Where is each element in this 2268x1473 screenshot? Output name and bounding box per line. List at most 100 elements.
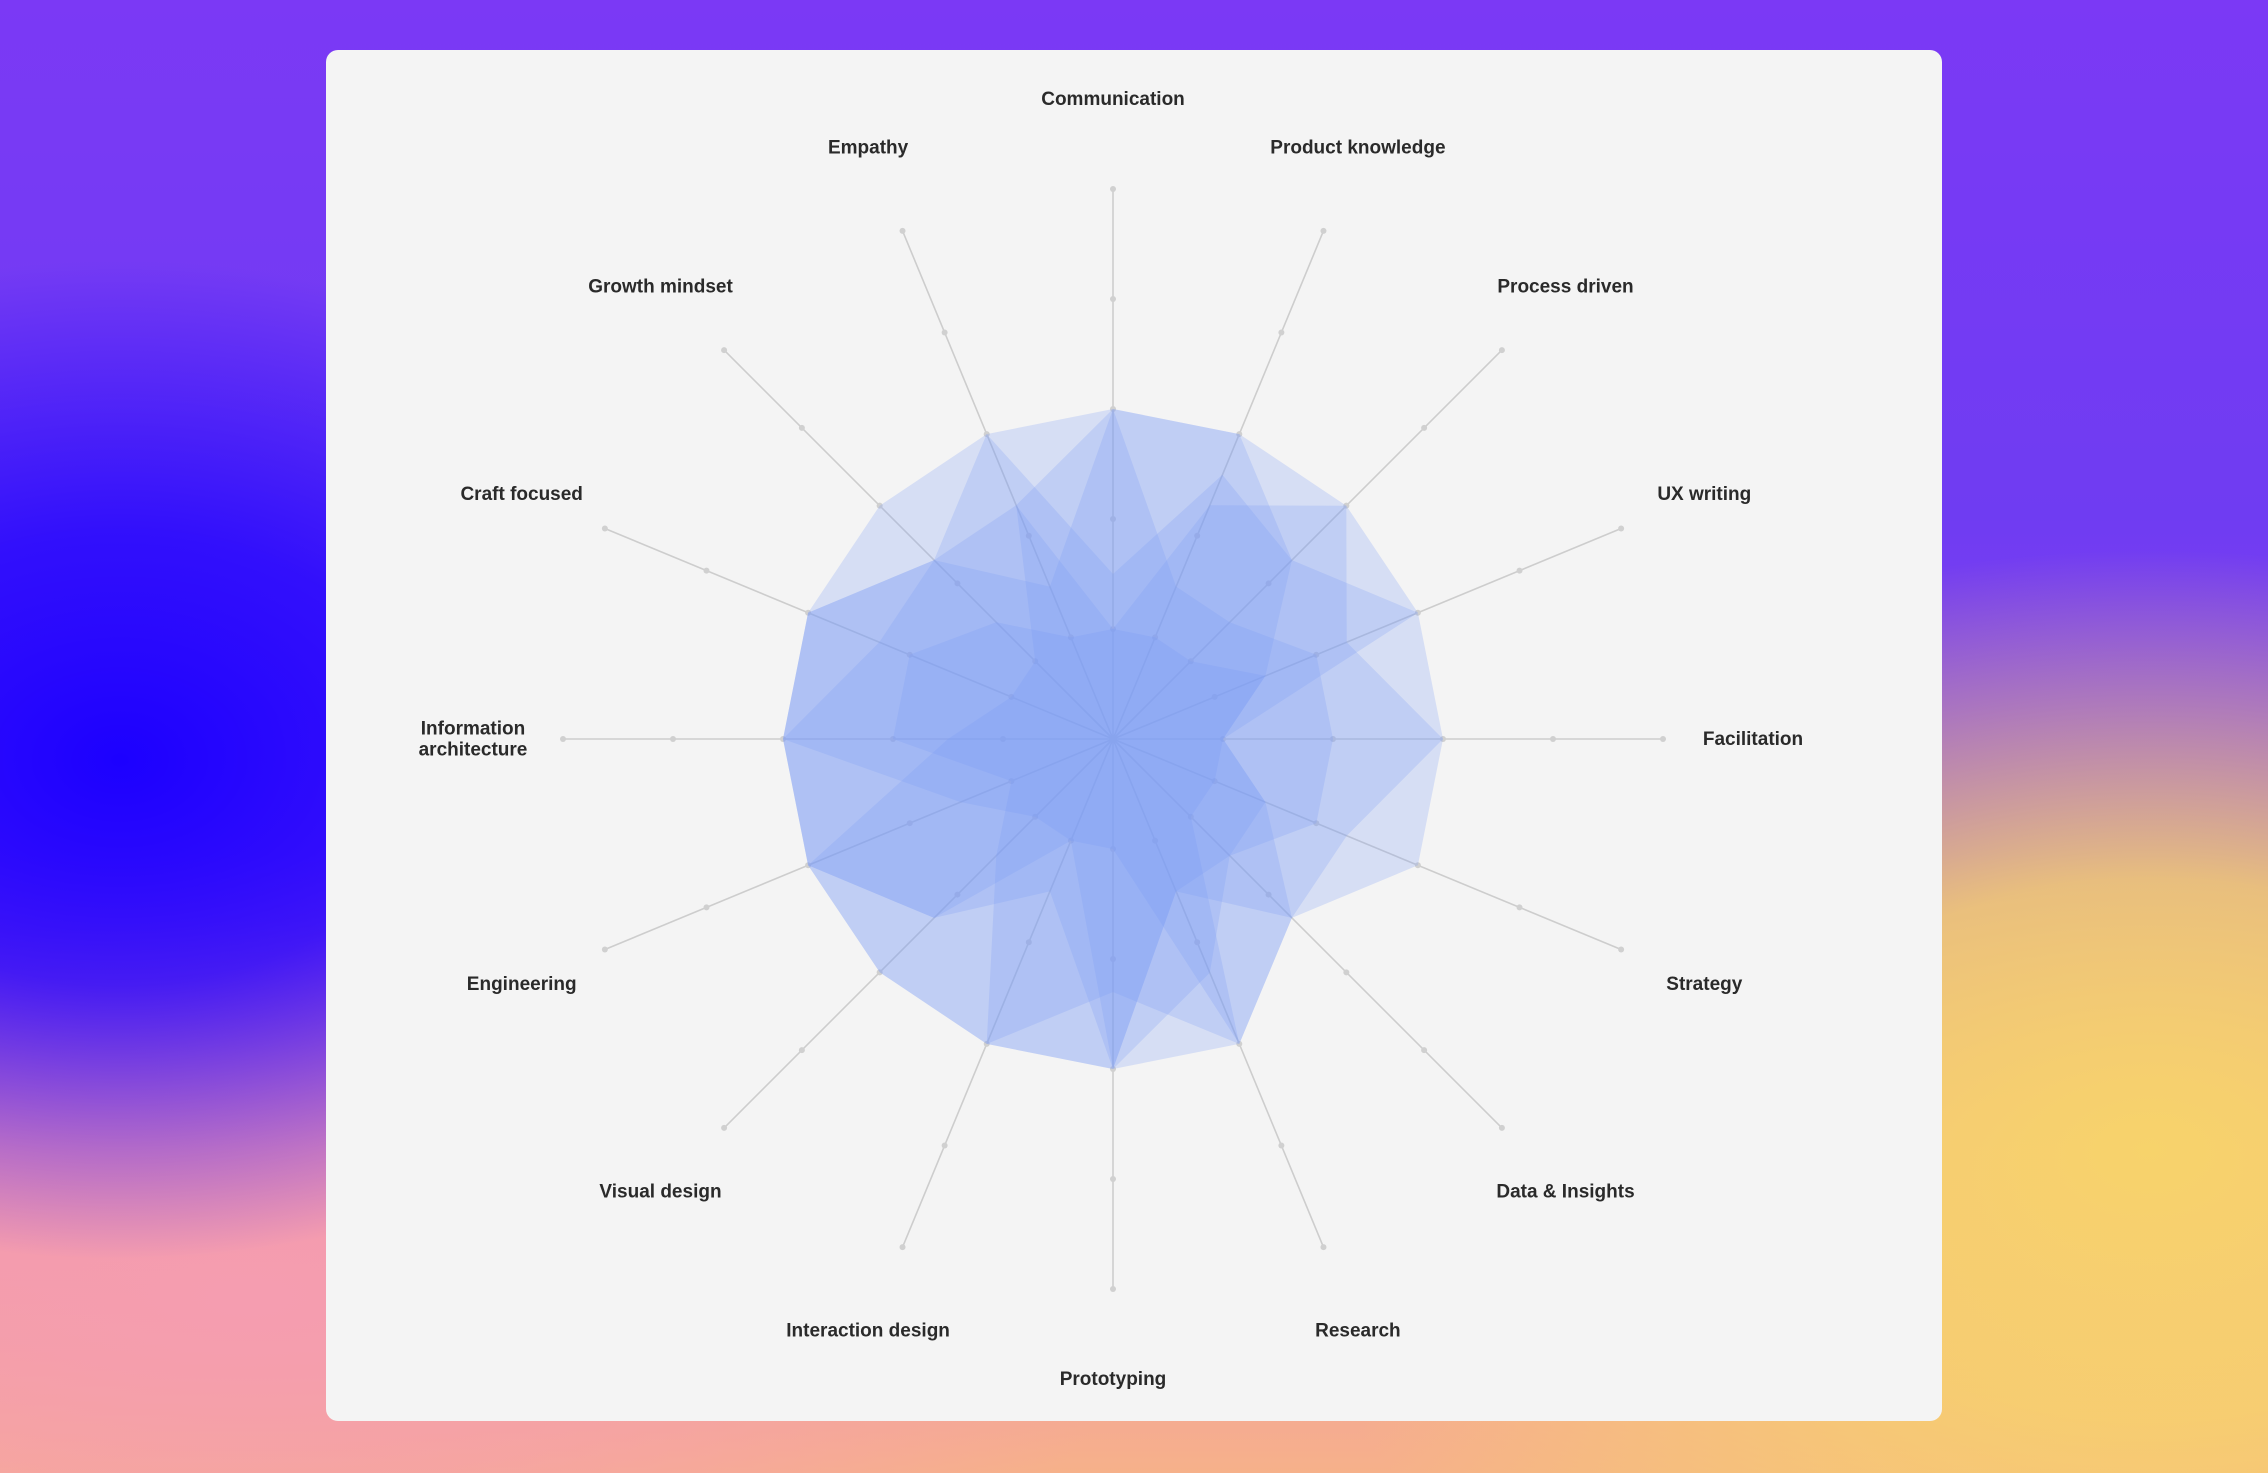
- series-polygon-2: [783, 409, 1292, 1069]
- tick-marker: [1421, 424, 1428, 431]
- tick-marker: [899, 1244, 906, 1251]
- axis-label-empathy: Empathy: [828, 138, 909, 159]
- tick-marker: [876, 502, 883, 509]
- tick-marker: [1320, 227, 1327, 234]
- spoke-research: [1112, 738, 1325, 1248]
- spoke-process-driven: [1112, 349, 1503, 740]
- tick-marker: [983, 1040, 990, 1047]
- tick-marker: [1000, 736, 1006, 742]
- tick-marker: [1236, 431, 1243, 438]
- tick-marker: [721, 347, 728, 354]
- tick-marker: [954, 891, 961, 898]
- tick-marker: [670, 736, 676, 742]
- series-polygon-4: [893, 622, 1266, 1069]
- tick-marker: [1110, 626, 1116, 632]
- tick-marker: [1414, 609, 1421, 616]
- axis-label-visual-design: Visual design: [599, 1182, 721, 1203]
- tick-marker: [983, 431, 990, 438]
- tick-marker: [601, 946, 608, 953]
- spoke-data-and-insights: [1112, 738, 1503, 1129]
- tick-marker: [1550, 736, 1556, 742]
- tick-marker: [1421, 1047, 1428, 1054]
- tick-marker: [1110, 1286, 1116, 1292]
- radar-series: [783, 409, 1443, 1070]
- axis-label-prototyping: Prototyping: [1060, 1369, 1167, 1390]
- spoke-growth-mindset: [723, 349, 1114, 740]
- tick-marker: [1265, 580, 1272, 587]
- tick-marker: [954, 580, 961, 587]
- tick-marker: [1278, 1142, 1285, 1149]
- spoke-engineering: [604, 738, 1114, 951]
- tick-marker: [1110, 1176, 1116, 1182]
- tick-marker: [1110, 406, 1116, 412]
- tick-marker: [906, 651, 913, 658]
- tick-marker: [1110, 846, 1116, 852]
- series-polygon-6: [808, 505, 1418, 1044]
- tick-marker: [1067, 837, 1074, 844]
- spoke-ux-writing: [1112, 527, 1622, 740]
- spoke-visual-design: [723, 738, 1114, 1129]
- axis-label-interaction-design: Interaction design: [786, 1320, 950, 1341]
- tick-marker: [780, 736, 786, 742]
- tick-marker: [560, 736, 566, 742]
- tick-marker: [1025, 532, 1032, 539]
- tick-marker: [1211, 778, 1218, 785]
- tick-marker: [1265, 891, 1272, 898]
- tick-marker: [1152, 837, 1159, 844]
- series-polygon-5: [783, 409, 1443, 1044]
- tick-marker: [1343, 969, 1350, 976]
- tick-marker: [1008, 778, 1015, 785]
- tick-marker: [703, 904, 710, 911]
- tick-marker: [1414, 862, 1421, 869]
- tick-marker: [1278, 329, 1285, 336]
- axis-label-product-knowledge: Product knowledge: [1270, 138, 1445, 159]
- tick-marker: [1516, 567, 1523, 574]
- axis-label-data-and-insights: Data & Insights: [1496, 1182, 1634, 1203]
- tick-marker: [1152, 634, 1159, 641]
- axis-label-process-driven: Process driven: [1497, 277, 1633, 298]
- axis-label-engineering: Engineering: [467, 974, 577, 995]
- spoke-interaction-design: [901, 738, 1114, 1248]
- radar-axis-labels: Communication Product knowledge Process dr…: [419, 89, 1804, 1390]
- tick-marker: [876, 969, 883, 976]
- tick-marker: [1220, 736, 1226, 742]
- tick-marker: [1313, 820, 1320, 827]
- tick-marker: [1187, 813, 1194, 820]
- series-polygon-1: [783, 434, 1443, 1070]
- tick-marker: [798, 424, 805, 431]
- tick-marker: [1330, 736, 1336, 742]
- tick-marker: [721, 1124, 728, 1131]
- spoke-craft-focused: [604, 527, 1114, 740]
- axis-label-research: Research: [1315, 1320, 1401, 1341]
- tick-marker: [1110, 1066, 1116, 1072]
- tick-marker: [1067, 634, 1074, 641]
- axis-label-information-architecture: Information architecture: [419, 719, 528, 761]
- spoke-empathy: [901, 230, 1114, 740]
- tick-marker: [1025, 939, 1032, 946]
- tick-marker: [703, 567, 710, 574]
- tick-marker: [1110, 296, 1116, 302]
- tick-marker: [1194, 939, 1201, 946]
- tick-marker: [1313, 651, 1320, 658]
- tick-marker: [1032, 658, 1039, 665]
- tick-marker: [899, 227, 906, 234]
- tick-marker: [1343, 502, 1350, 509]
- tick-marker: [1320, 1244, 1327, 1251]
- tick-marker: [1516, 904, 1523, 911]
- tick-marker: [601, 525, 608, 532]
- axis-label-growth-mindset: Growth mindset: [588, 277, 733, 298]
- tick-marker: [1211, 693, 1218, 700]
- series-polygon-3: [783, 409, 1333, 1069]
- tick-marker: [805, 609, 812, 616]
- tick-marker: [1618, 946, 1625, 953]
- tick-marker: [1194, 532, 1201, 539]
- tick-marker: [1110, 186, 1116, 192]
- tick-marker: [1110, 516, 1116, 522]
- tick-marker: [941, 329, 948, 336]
- tick-marker: [798, 1047, 805, 1054]
- spoke-product-knowledge: [1112, 230, 1325, 740]
- tick-marker: [1660, 736, 1666, 742]
- spoke-strategy: [1112, 738, 1622, 951]
- tick-marker: [805, 862, 812, 869]
- tick-marker: [906, 820, 913, 827]
